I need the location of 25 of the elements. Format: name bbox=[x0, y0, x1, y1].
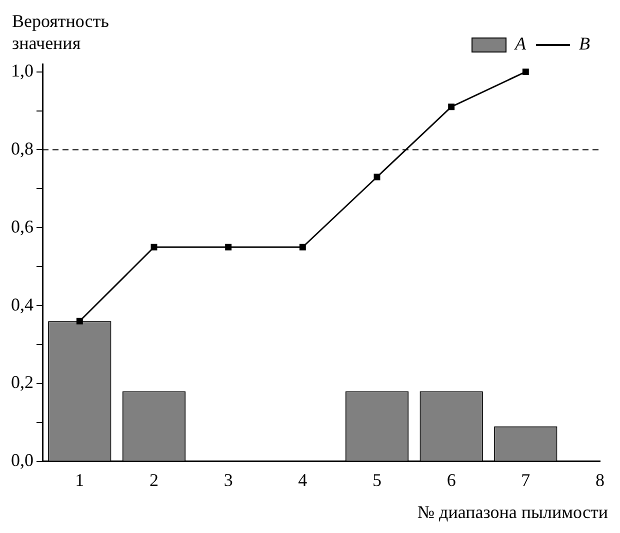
x-tick-label: 5 bbox=[372, 470, 382, 490]
x-tick-label: 1 bbox=[75, 470, 84, 490]
point bbox=[225, 244, 232, 250]
x-tick-label: 3 bbox=[224, 470, 233, 490]
x-axis-title: № диапазона пылимости bbox=[417, 502, 608, 523]
legend-label: A bbox=[514, 34, 528, 54]
x-tick-label: 2 bbox=[150, 470, 158, 490]
x-tick-label: 6 bbox=[446, 470, 456, 490]
y-tick-label: 0,2 bbox=[11, 372, 34, 392]
y-tick-label: 1,0 bbox=[11, 60, 34, 81]
point bbox=[76, 318, 83, 324]
x-tick-label: 7 bbox=[521, 470, 530, 490]
point bbox=[448, 104, 455, 110]
y-tick-label: 0,8 bbox=[11, 138, 34, 158]
point bbox=[522, 68, 529, 76]
y-tick-label: 0,0 bbox=[11, 450, 34, 470]
x-tick-label: 8 bbox=[596, 470, 604, 490]
y-tick-label: 0,6 bbox=[11, 216, 34, 236]
point bbox=[150, 244, 158, 250]
y-axis-title: Вероятность значения bbox=[12, 10, 110, 54]
point bbox=[299, 244, 306, 250]
point bbox=[374, 174, 380, 180]
y-tick-label: 0,4 bbox=[11, 294, 34, 314]
x-tick-label: 4 bbox=[298, 470, 308, 490]
legend-label: B bbox=[579, 34, 590, 54]
